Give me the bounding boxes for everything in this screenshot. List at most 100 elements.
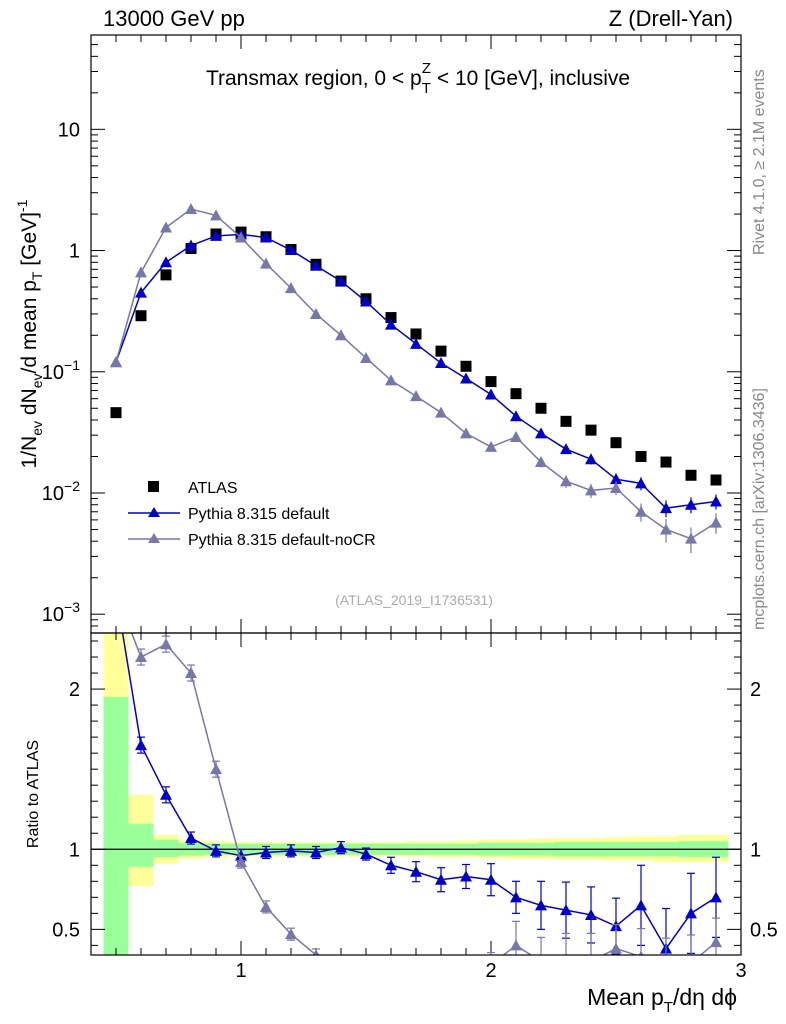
ratio-point-pythia-8-315-default-nocr bbox=[135, 651, 147, 663]
data-point-pythia-8-315-default bbox=[335, 275, 347, 287]
ratio-point-pythia-8-315-default bbox=[485, 873, 497, 885]
ratio-point-pythia-8-315-default bbox=[110, 587, 122, 598]
data-point-pythia-8-315-default bbox=[635, 477, 647, 489]
ylabel-part-b: dN bbox=[18, 388, 41, 421]
data-point-atlas bbox=[485, 376, 497, 388]
ratio-y-tick-label-right: 1 bbox=[750, 839, 761, 861]
data-point-pythia-8-315-default-nocr bbox=[285, 282, 297, 294]
data-point-pythia-8-315-default bbox=[410, 337, 422, 349]
data-point-pythia-8-315-default bbox=[185, 239, 197, 251]
ratio-point-pythia-8-315-default bbox=[260, 846, 272, 858]
data-point-atlas bbox=[535, 402, 547, 414]
ratio-point-pythia-8-315-default-nocr bbox=[435, 960, 447, 971]
ratio-y-tick-label-left: 1 bbox=[69, 839, 80, 861]
data-point-pythia-8-315-default-nocr bbox=[685, 532, 697, 544]
ylabel-sub-c: T bbox=[29, 271, 45, 280]
data-point-pythia-8-315-default-nocr bbox=[385, 374, 397, 386]
ratio-point-pythia-8-315-default-nocr bbox=[385, 963, 397, 974]
x-axis-label: Mean pT/dη dϕ bbox=[587, 984, 737, 1016]
ratio-point-pythia-8-315-default-nocr bbox=[285, 928, 297, 940]
ratio-point-pythia-8-315-default bbox=[285, 844, 297, 856]
ratio-point-pythia-8-315-default-nocr bbox=[510, 939, 522, 951]
data-point-pythia-8-315-default-nocr bbox=[310, 307, 322, 319]
ratio-point-pythia-8-315-default-nocr bbox=[610, 942, 622, 954]
ylabel-part-a: 1/N bbox=[18, 436, 41, 469]
ratio-point-pythia-8-315-default bbox=[710, 891, 722, 903]
main-y-tick-exponent: −3 bbox=[64, 599, 80, 615]
ylabel-sub-b: ev bbox=[29, 373, 45, 388]
main-y-tick-label: 1 bbox=[69, 241, 80, 263]
data-point-pythia-8-315-default-nocr bbox=[460, 427, 472, 439]
ratio-series-pythia-8-315-default-nocr bbox=[130, 633, 722, 974]
ratio-series-pythia-8-315-default bbox=[110, 587, 722, 955]
data-point-pythia-8-315-default bbox=[285, 244, 297, 256]
data-point-pythia-8-315-default bbox=[710, 495, 722, 507]
main-y-tick-label: 10 bbox=[58, 119, 80, 141]
ratio-point-pythia-8-315-default-nocr bbox=[560, 955, 572, 966]
data-point-pythia-8-315-default bbox=[535, 427, 547, 439]
title-suffix: < 10 [GeV], inclusive bbox=[431, 67, 630, 90]
ratio-point-pythia-8-315-default bbox=[135, 739, 147, 751]
data-point-atlas bbox=[160, 269, 172, 281]
data-point-pythia-8-315-default-nocr bbox=[510, 430, 522, 442]
data-point-pythia-8-315-default-nocr bbox=[185, 203, 197, 215]
data-point-atlas bbox=[560, 415, 572, 427]
ratio-y-tick-label-right: 0.5 bbox=[750, 919, 778, 941]
data-point-pythia-8-315-default bbox=[510, 410, 522, 422]
data-point-pythia-8-315-default bbox=[210, 229, 222, 241]
ratio-y-tick-label-left: 2 bbox=[69, 679, 80, 701]
main-plot-area bbox=[110, 203, 722, 553]
data-point-pythia-8-315-default bbox=[460, 372, 472, 384]
legend-label-pythia-default: Pythia 8.315 default bbox=[188, 506, 330, 523]
data-point-pythia-8-315-default bbox=[310, 259, 322, 271]
ratio-point-pythia-8-315-default-nocr bbox=[160, 638, 172, 650]
data-point-atlas bbox=[135, 310, 147, 322]
ratio-y-axis-label: Ratio to ATLAS bbox=[25, 740, 42, 848]
ratio-point-pythia-8-315-default bbox=[460, 870, 472, 882]
legend-marker-pythia-nocr bbox=[148, 533, 160, 543]
stat-uncertainty-band bbox=[153, 839, 179, 858]
data-point-atlas bbox=[585, 424, 597, 436]
ratio-panel-frame bbox=[90, 632, 742, 956]
main-y-tick-exponent: −1 bbox=[64, 357, 80, 373]
data-point-atlas bbox=[110, 407, 122, 419]
x-tick-label: 3 bbox=[735, 960, 746, 982]
xlabel-sub-a: T bbox=[664, 999, 673, 1016]
x-tick-label: 2 bbox=[485, 960, 496, 982]
ylabel-part-d: [GeV] bbox=[18, 212, 41, 272]
data-point-pythia-8-315-default-nocr bbox=[485, 440, 497, 452]
main-y-tick-base: 1 bbox=[69, 241, 80, 263]
ratio-point-pythia-8-315-default bbox=[210, 844, 222, 856]
main-y-tick-base: 10 bbox=[42, 483, 64, 505]
ratio-point-pythia-8-315-default bbox=[510, 891, 522, 903]
ratio-point-pythia-8-315-default bbox=[360, 848, 372, 860]
series-pythia-8-315-default bbox=[110, 228, 722, 518]
xlabel-part-b: /dη dϕ bbox=[673, 984, 737, 1010]
data-point-pythia-8-315-default-nocr bbox=[410, 390, 422, 402]
data-point-pythia-8-315-default-nocr bbox=[160, 221, 172, 233]
data-point-atlas bbox=[410, 328, 422, 340]
data-point-pythia-8-315-default-nocr bbox=[135, 266, 147, 278]
data-point-atlas bbox=[635, 451, 647, 463]
series-atlas bbox=[110, 226, 722, 486]
ratio-point-pythia-8-315-default-nocr bbox=[335, 959, 347, 970]
data-point-atlas bbox=[460, 360, 472, 372]
ratio-point-pythia-8-315-default bbox=[410, 865, 422, 877]
ylabel-sub-a: ev bbox=[29, 421, 45, 436]
data-point-pythia-8-315-default-nocr bbox=[210, 209, 222, 221]
data-point-pythia-8-315-default bbox=[485, 388, 497, 400]
mcplots-url-label: mcplots.cern.ch [arXiv:1306.3436] bbox=[751, 388, 768, 630]
ylabel-sup-d: -1 bbox=[14, 199, 30, 212]
data-point-pythia-8-315-default-nocr bbox=[610, 481, 622, 493]
ratio-point-pythia-8-315-default bbox=[535, 899, 547, 911]
data-point-pythia-8-315-default bbox=[260, 231, 272, 243]
ratio-point-pythia-8-315-default bbox=[160, 788, 172, 800]
ratio-point-pythia-8-315-default bbox=[335, 841, 347, 853]
data-point-atlas bbox=[435, 345, 447, 357]
data-point-atlas bbox=[610, 437, 622, 449]
ylabel-part-c: /d mean p bbox=[18, 280, 41, 373]
stat-uncertainty-band bbox=[128, 823, 154, 867]
ratio-y-tick-label-right: 2 bbox=[750, 679, 761, 701]
title-subscript: T bbox=[422, 80, 431, 97]
data-point-pythia-8-315-default-nocr bbox=[560, 475, 572, 487]
